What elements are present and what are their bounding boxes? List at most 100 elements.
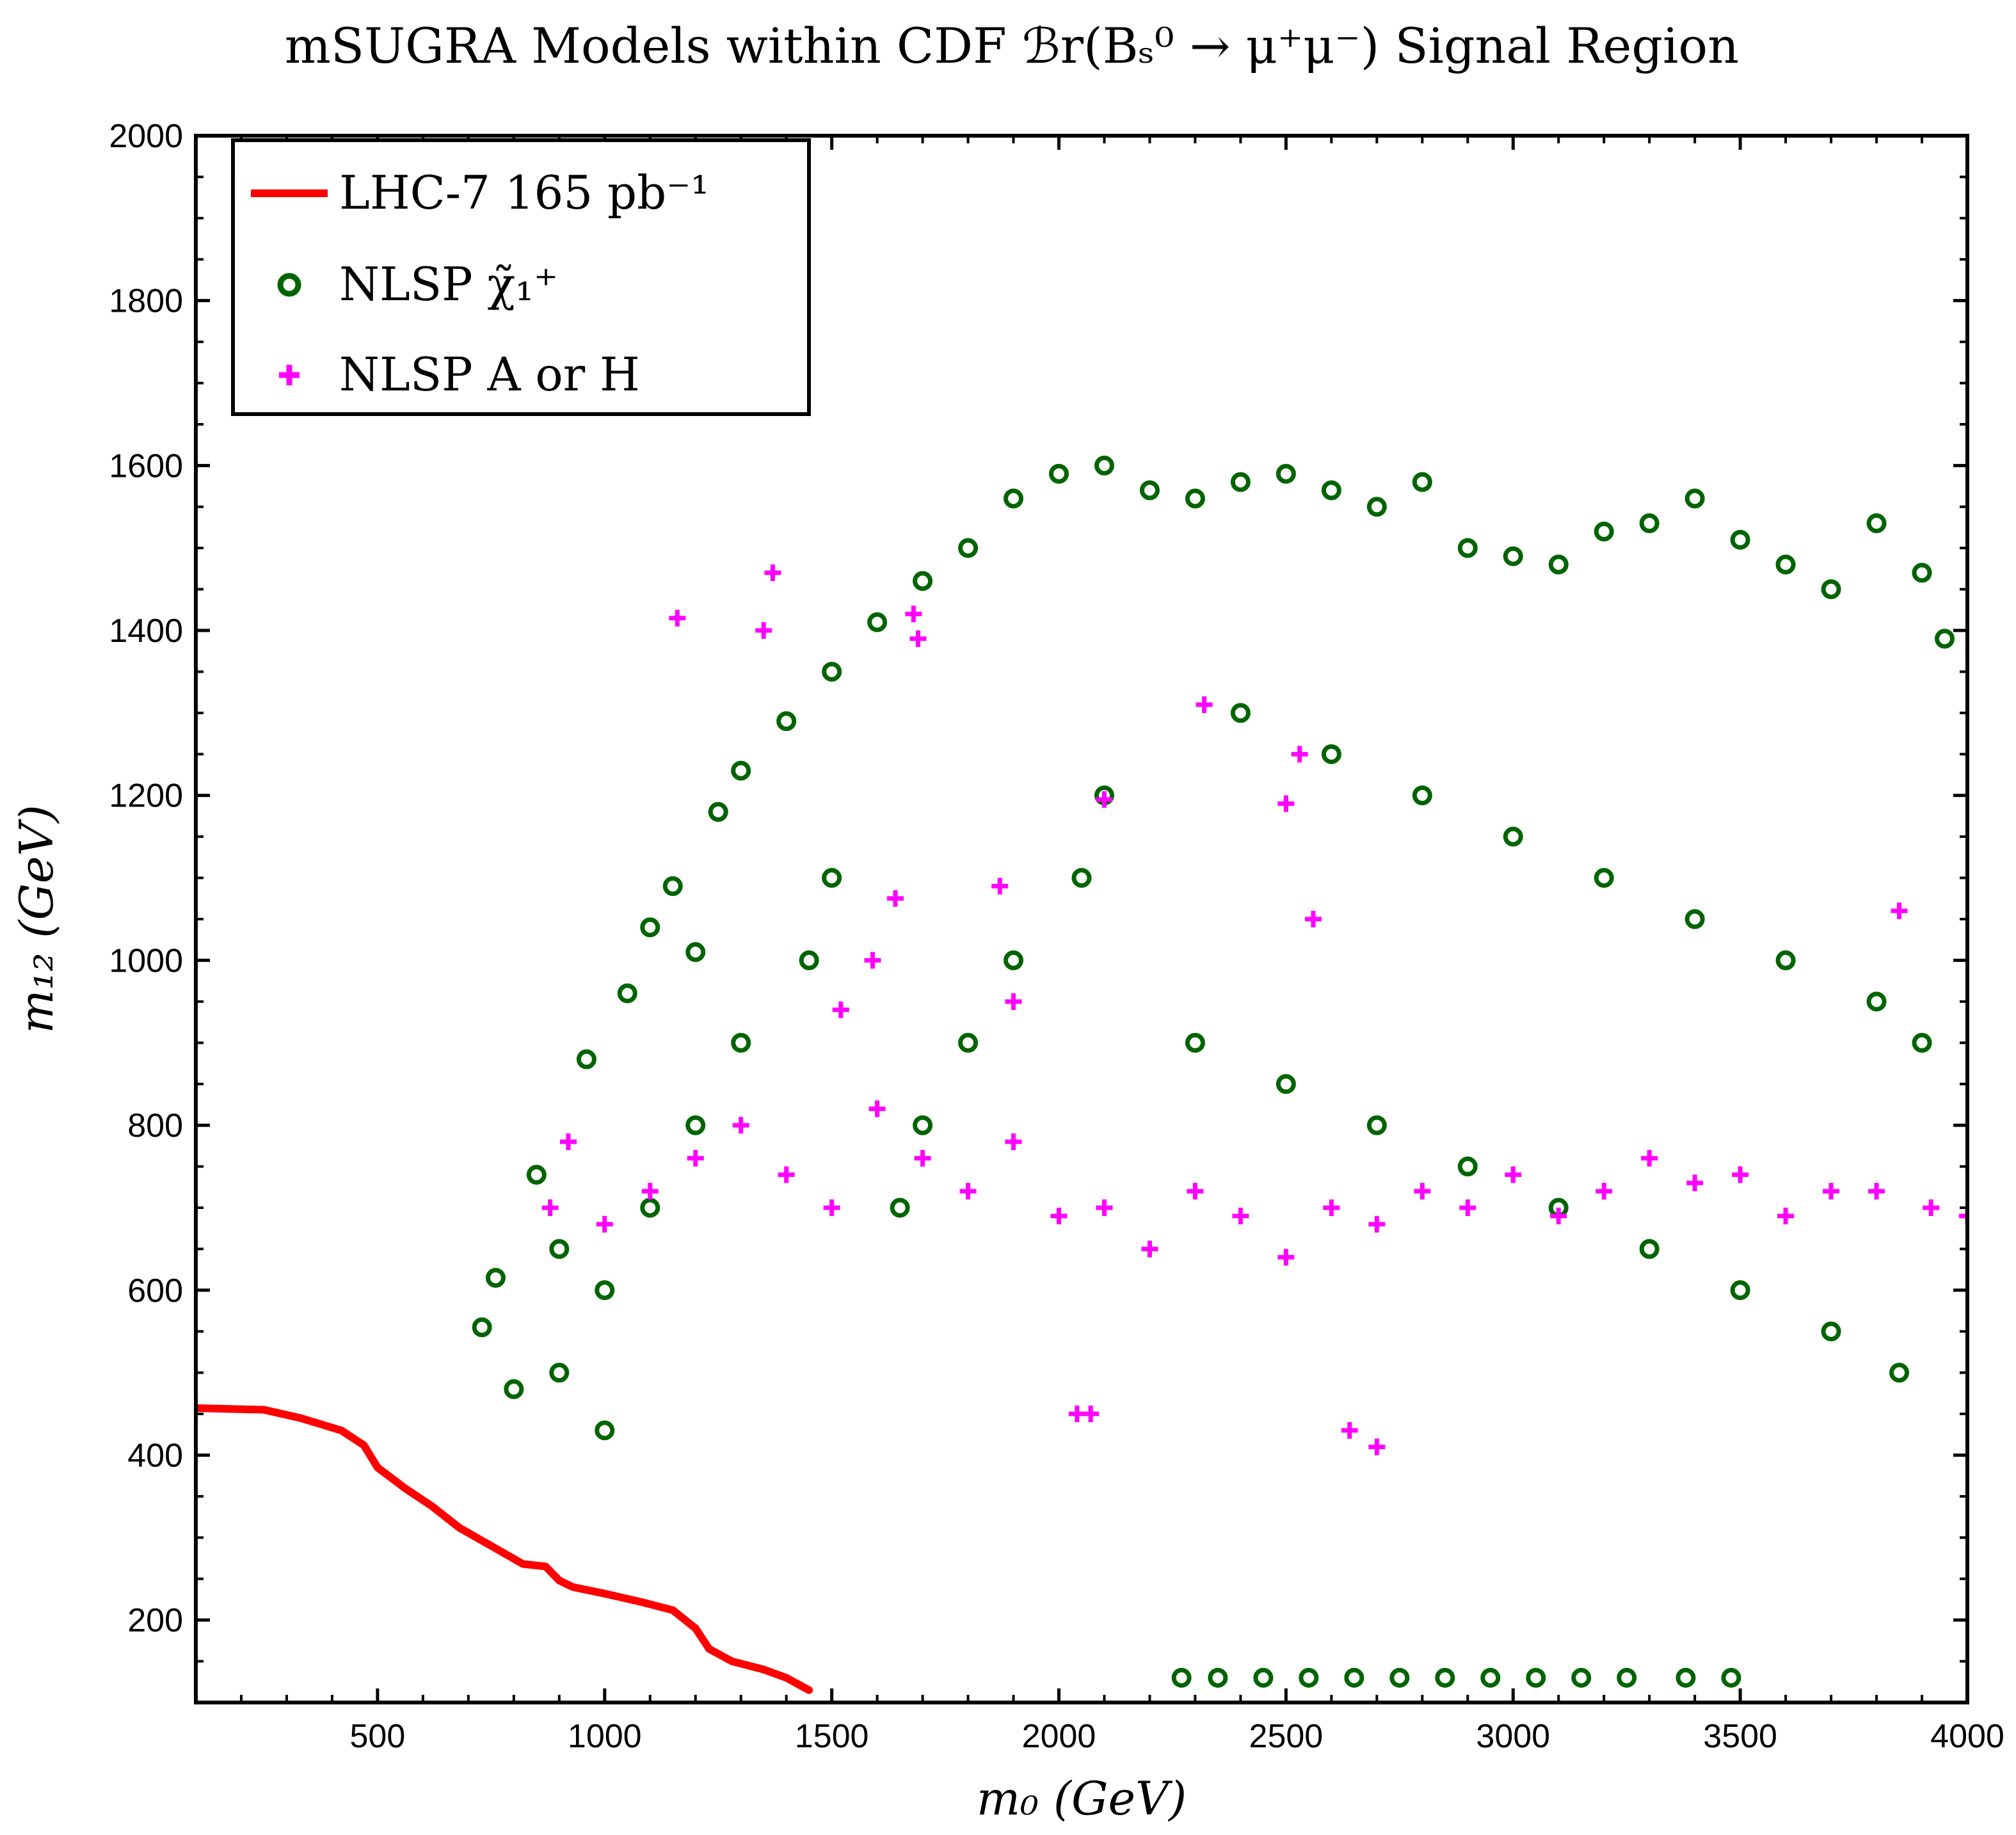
chargino-nlsp-point xyxy=(1412,472,1432,492)
higgs-nlsp-point xyxy=(1868,1183,1885,1200)
higgs-nlsp-point xyxy=(1196,696,1213,714)
chargino-nlsp-point xyxy=(1503,546,1523,566)
higgs-nlsp-point xyxy=(1414,1183,1431,1200)
chargino-nlsp-point xyxy=(1366,497,1387,517)
chargino-nlsp-point xyxy=(958,538,979,558)
higgs-nlsp-point xyxy=(1291,746,1308,763)
higgs-nlsp-point xyxy=(905,605,922,623)
chargino-nlsp-point xyxy=(822,868,842,888)
chargino-nlsp-point xyxy=(708,802,728,822)
chargino-nlsp-point xyxy=(1676,1667,1696,1688)
legend: LHC-7 165 pb⁻¹ NLSP χ̃₁⁺ NLSP A or H xyxy=(231,138,811,416)
chargino-nlsp-point xyxy=(662,876,683,896)
higgs-nlsp-point xyxy=(1277,795,1295,812)
y-tick-label: 1000 xyxy=(109,942,183,979)
chargino-nlsp-point xyxy=(685,942,706,963)
chargino-nlsp-point xyxy=(1548,554,1569,575)
higgs-nlsp-point xyxy=(1304,911,1322,927)
higgs-nlsp-point xyxy=(914,1150,931,1167)
x-tick-label: 2500 xyxy=(1249,1718,1324,1755)
marks-layer xyxy=(196,455,1967,1694)
chargino-nlsp-point xyxy=(822,661,842,682)
higgs-nlsp-point xyxy=(1232,1207,1249,1224)
legend-label-chargino: NLSP χ̃₁⁺ xyxy=(339,257,558,311)
x-tick-label: 500 xyxy=(350,1718,406,1755)
chargino-nlsp-point xyxy=(1321,744,1341,764)
chargino-nlsp-point xyxy=(617,983,637,1004)
higgs-nlsp-point xyxy=(1187,1183,1204,1200)
higgs-nlsp-point xyxy=(559,1133,577,1150)
higgs-nlsp-point xyxy=(909,630,927,647)
chargino-nlsp-point xyxy=(1821,579,1841,600)
chargino-nlsp-point xyxy=(1004,950,1024,970)
chargino-nlsp-point xyxy=(1503,826,1523,847)
higgs-nlsp-point xyxy=(1082,1406,1100,1423)
higgs-nlsp-point xyxy=(1323,1199,1340,1216)
chargino-nlsp-point xyxy=(1821,1321,1841,1342)
chargino-nlsp-point xyxy=(1617,1667,1637,1688)
chargino-nlsp-point xyxy=(472,1317,492,1338)
y-tick-label: 800 xyxy=(127,1107,183,1144)
higgs-nlsp-point xyxy=(991,877,1009,895)
y-tick-label: 1400 xyxy=(109,613,183,650)
chargino-nlsp-point xyxy=(1185,1032,1205,1053)
chargino-nlsp-point xyxy=(1094,455,1114,476)
chargino-nlsp-point xyxy=(1594,521,1614,541)
lhc-exclusion-line xyxy=(196,1404,813,1694)
chargino-nlsp-point xyxy=(1185,488,1205,509)
chargino-nlsp-point xyxy=(576,1049,596,1070)
y-tick-label: 1600 xyxy=(109,447,183,485)
chargino-nlsp-point xyxy=(1866,991,1887,1012)
y-tick-label: 200 xyxy=(127,1602,183,1639)
higgs-nlsp-point xyxy=(1823,1183,1840,1200)
higgs-nlsp-point xyxy=(778,1166,795,1183)
chargino-nlsp-point xyxy=(1253,1667,1274,1688)
x-tick-label: 3500 xyxy=(1703,1718,1777,1755)
higgs-nlsp-point xyxy=(868,1100,886,1118)
chargino-nlsp-point xyxy=(1480,1667,1501,1688)
higgs-nlsp-point xyxy=(1550,1207,1567,1224)
higgs-nlsp-point xyxy=(1141,1240,1158,1258)
chargino-nlsp-point xyxy=(1230,472,1251,492)
higgs-nlsp-point xyxy=(1005,993,1022,1010)
legend-box xyxy=(231,138,811,416)
chargino-nlsp-point xyxy=(1775,554,1796,575)
chargino-nlsp-point xyxy=(485,1267,506,1288)
chargino-nlsp-point xyxy=(1171,1667,1192,1688)
higgs-nlsp-point xyxy=(1777,1207,1795,1224)
higgs-nlsp-point xyxy=(887,890,904,907)
chargino-nlsp-point xyxy=(867,612,888,632)
higgs-nlsp-point xyxy=(1368,1438,1386,1455)
y-axis-label: m₁₂ (GeV) xyxy=(10,805,63,1033)
chargino-nlsp-point xyxy=(1935,629,1955,649)
higgs-nlsp-point xyxy=(687,1150,704,1167)
x-tick-label: 4000 xyxy=(1930,1718,2004,1755)
legend-label-higgs: NLSP A or H xyxy=(339,348,640,401)
chargino-nlsp-point xyxy=(595,1280,615,1301)
y-tick-label: 400 xyxy=(127,1437,183,1474)
chargino-nlsp-point xyxy=(595,1420,615,1441)
chargino-nlsp-point xyxy=(1639,1238,1660,1259)
x-tick-label: 3000 xyxy=(1476,1718,1550,1755)
chargino-nlsp-point xyxy=(1004,488,1024,509)
higgs-nlsp-point xyxy=(596,1215,613,1233)
chargino-nlsp-point xyxy=(1889,1363,1910,1383)
higgs-nlsp-point xyxy=(1641,1150,1658,1167)
chargino-nlsp-point xyxy=(1457,1157,1478,1177)
higgs-nlsp-point xyxy=(832,1001,849,1018)
higgs-nlsp-point xyxy=(823,1199,840,1216)
chargino-nlsp-point xyxy=(1639,513,1660,534)
chargino-nlsp-point xyxy=(526,1164,547,1185)
higgs-nlsp-point xyxy=(1891,902,1908,920)
chart-title: mSUGRA Models within CDF ℬr(Bₛ⁰ → μ⁺μ⁻) … xyxy=(285,17,1739,74)
chargino-nlsp-point xyxy=(731,760,751,781)
chargino-nlsp-point xyxy=(1912,1032,1932,1053)
chargino-nlsp-point xyxy=(1139,480,1160,501)
legend-label-lhc: LHC-7 165 pb⁻¹ xyxy=(339,166,709,220)
chargino-nlsp-point xyxy=(1866,513,1887,534)
higgs-nlsp-point xyxy=(959,1183,977,1200)
chargino-nlsp-point xyxy=(1276,1074,1296,1094)
chargino-nlsp-point xyxy=(640,917,660,938)
chargino-nlsp-point xyxy=(1730,1280,1750,1301)
